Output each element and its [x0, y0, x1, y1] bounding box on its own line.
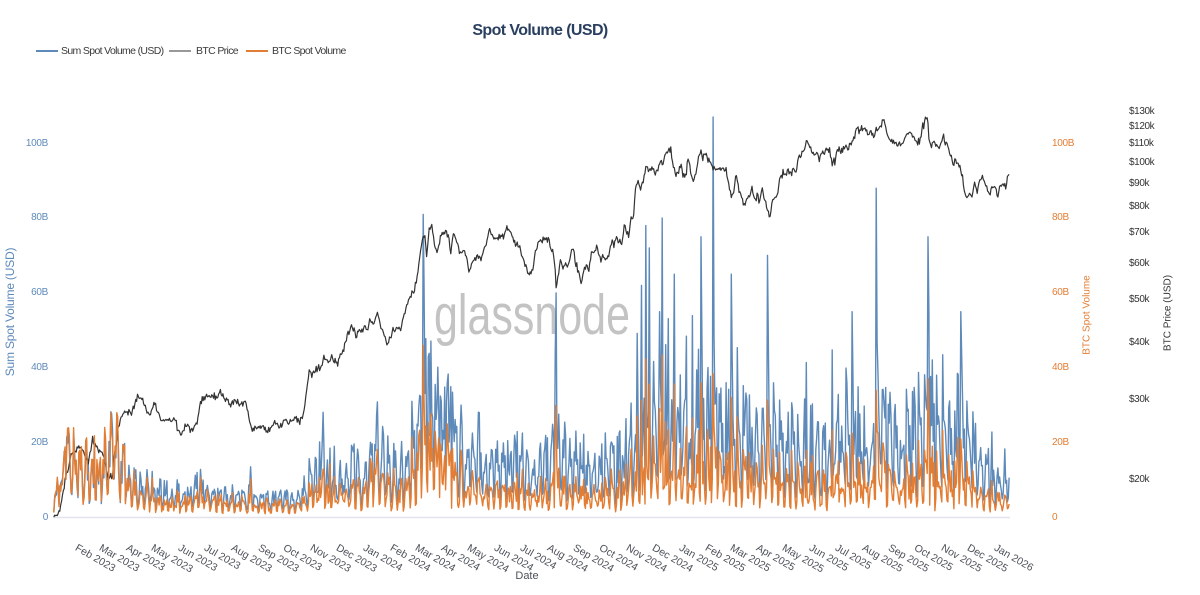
svg-text:glassnode: glassnode — [434, 283, 630, 347]
